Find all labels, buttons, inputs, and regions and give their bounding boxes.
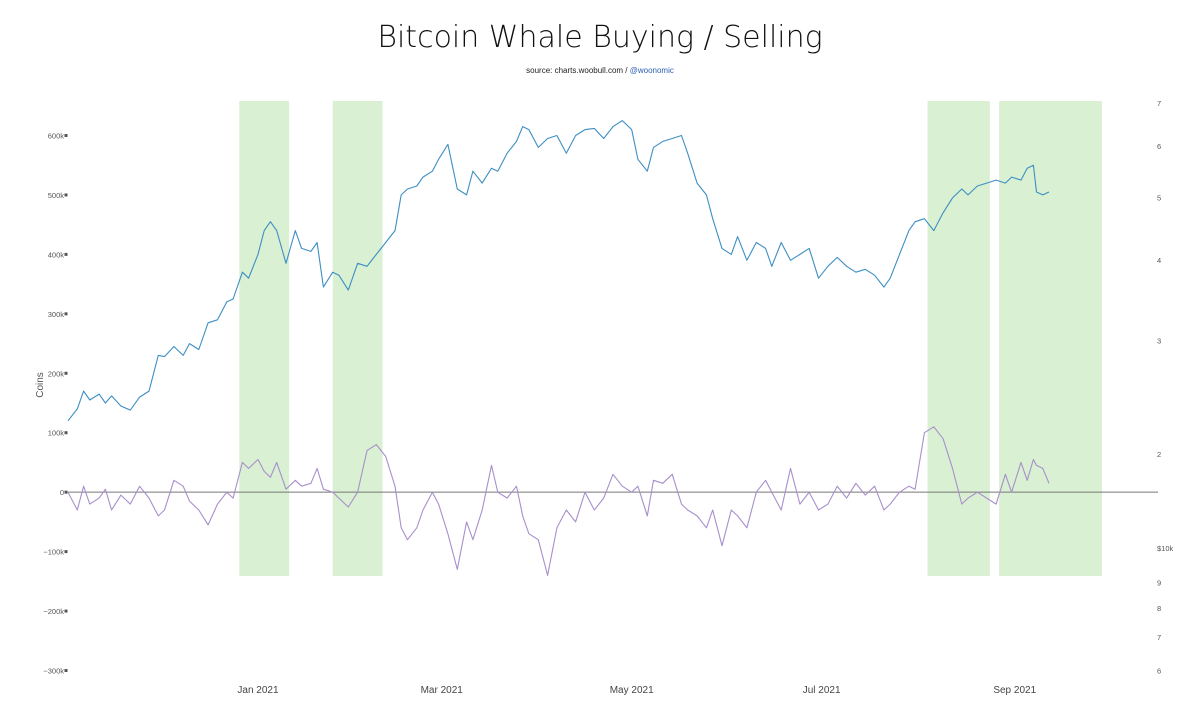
right-top-tick-label: 6 <box>1157 142 1161 151</box>
right-top-tick-label: 7 <box>1157 99 1161 108</box>
y-tick-label: 300k <box>48 310 65 319</box>
series-line-upper <box>67 120 1050 422</box>
x-tick-label: Jul 2021 <box>803 685 841 696</box>
y-tick-label: 400k <box>48 250 65 259</box>
y-tick-mark <box>64 609 68 613</box>
y-tick-label: −100k <box>43 548 64 557</box>
chart-source: source: charts.woobull.com / @woonomic <box>0 66 1200 75</box>
right-bottom-tick-label: 8 <box>1157 604 1161 613</box>
y-tick-mark <box>64 550 68 554</box>
right-bottom-tick-label: 9 <box>1157 578 1161 587</box>
right-top-tick-label: 5 <box>1157 193 1161 202</box>
y-tick-mark <box>64 193 68 197</box>
y-tick-mark <box>64 312 68 316</box>
right-top-tick-label: 4 <box>1157 256 1161 265</box>
x-tick-label: Sep 2021 <box>993 685 1036 696</box>
series-line-lower <box>67 426 1050 576</box>
source-handle-link[interactable]: @woonomic <box>629 66 674 75</box>
y-axis-left: 600k 500k 400k 300k 200k 100k 0 −100k −200k −300k <box>43 132 68 676</box>
y-tick-mark <box>64 431 68 435</box>
right-bottom-unit-label: $10k <box>1157 544 1174 553</box>
y-tick-label: 500k <box>48 191 65 200</box>
y-tick-label: −300k <box>43 667 64 676</box>
series-lines <box>67 120 1050 576</box>
right-top-tick-label: 3 <box>1157 336 1161 345</box>
source-prefix: source: charts.woobull.com / <box>526 66 630 75</box>
right-top-tick-label: 2 <box>1157 450 1161 459</box>
x-tick-label: Mar 2021 <box>421 685 464 696</box>
right-bottom-tick-label: 7 <box>1157 633 1161 642</box>
y-tick-label: 600k <box>48 132 65 141</box>
shaded-period-3 <box>999 101 1102 576</box>
y-tick-mark <box>64 669 68 672</box>
y-axis-right: 7 6 5 4 3 2 $10k 9 8 7 6 <box>1157 99 1174 676</box>
y-tick-label: 0 <box>60 488 64 497</box>
y-tick-label: −200k <box>43 607 64 616</box>
shaded-periods <box>239 101 1102 576</box>
x-axis: Jan 2021 Mar 2021 May 2021 Jul 2021 Sep 2021 <box>237 685 1036 696</box>
right-bottom-tick-label: 6 <box>1157 667 1161 676</box>
shaded-period-0 <box>239 101 290 576</box>
y-axis-label: Coins <box>35 372 46 398</box>
x-tick-label: Jan 2021 <box>237 685 279 696</box>
y-tick-mark <box>64 490 68 494</box>
shaded-period-1 <box>332 101 383 576</box>
y-tick-mark <box>64 252 68 256</box>
y-tick-mark <box>64 371 68 375</box>
y-tick-label: 100k <box>48 429 65 438</box>
x-tick-label: May 2021 <box>610 685 654 696</box>
y-tick-label: 200k <box>48 369 65 378</box>
shaded-period-2 <box>927 101 990 576</box>
chart-title: Bitcoin Whale Buying / Selling <box>377 20 823 55</box>
y-tick-mark <box>64 134 68 137</box>
